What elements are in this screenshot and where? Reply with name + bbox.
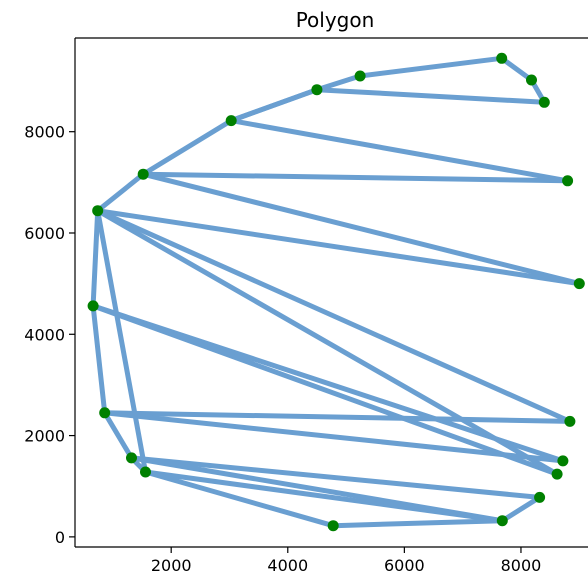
series-line-segment <box>90 303 560 477</box>
series-line-segment <box>330 518 505 529</box>
data-point <box>311 84 323 96</box>
data-point <box>126 452 137 464</box>
series-line-segment <box>143 469 336 529</box>
data-point <box>496 52 508 64</box>
series-line-segment <box>314 73 363 93</box>
data-point <box>327 520 339 532</box>
axes: 2000 4000 6000 8000 0 2000 4000 6000 8000 <box>24 37 588 575</box>
data-point <box>140 466 151 478</box>
data-point <box>87 300 99 312</box>
series-line-segment <box>95 208 573 424</box>
x-tick-label: 8000 <box>501 556 542 575</box>
y-tick-label: 8000 <box>24 123 65 142</box>
data-point <box>534 491 546 503</box>
series-line-segment <box>95 208 560 477</box>
series-line-segment <box>314 87 547 105</box>
series-line-segment <box>140 171 571 184</box>
data-point <box>137 168 149 180</box>
series-line-segment <box>499 494 543 524</box>
series-line-segment <box>102 410 573 424</box>
data-point <box>557 455 569 467</box>
series-line-segment <box>102 410 134 461</box>
series-line-segment <box>90 208 101 309</box>
series-line-segment <box>129 455 543 500</box>
series-line-segment <box>90 303 108 416</box>
data-point <box>551 468 563 480</box>
series-line-segment <box>95 208 148 475</box>
data-point <box>564 415 576 427</box>
x-tick-label: 2000 <box>151 556 192 575</box>
data-point <box>354 70 366 82</box>
y-tick-label: 4000 <box>24 325 65 344</box>
series-line-segment <box>228 87 320 124</box>
y-tick-label: 6000 <box>24 224 65 243</box>
data-point <box>526 74 537 86</box>
series-line-segment <box>95 208 582 287</box>
series-line-segment <box>102 410 566 464</box>
chart-title: Polygon <box>296 8 375 32</box>
series-line-segment <box>140 171 582 287</box>
data-point <box>92 205 104 217</box>
data-point <box>573 278 585 290</box>
data-point <box>496 515 508 527</box>
series-line-segment <box>499 55 534 83</box>
data-point <box>225 115 237 127</box>
series-line-segment <box>95 171 146 214</box>
series-line-segment <box>357 55 505 79</box>
y-tick-label: 2000 <box>24 427 65 446</box>
x-tick-label: 6000 <box>384 556 425 575</box>
series-line-segment <box>228 118 571 184</box>
series-line-segment <box>129 455 505 524</box>
y-tick-label: 0 <box>55 528 65 547</box>
series-line-segment <box>140 118 234 177</box>
data-point <box>562 175 574 187</box>
data-point <box>99 407 111 419</box>
plot-area <box>87 52 585 532</box>
x-tick-label: 4000 <box>267 556 308 575</box>
data-point <box>538 96 550 108</box>
